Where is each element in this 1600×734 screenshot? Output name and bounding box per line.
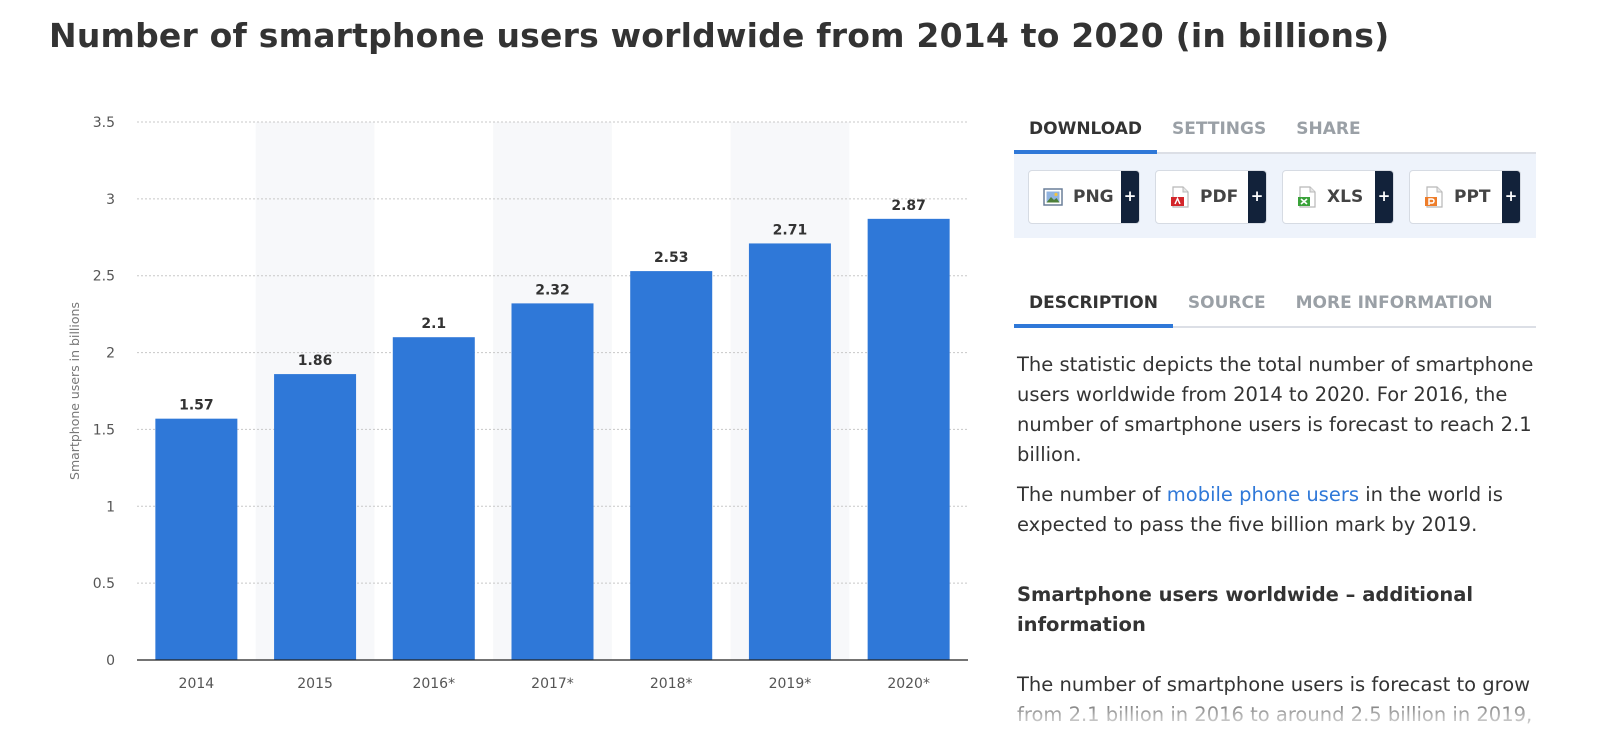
bar <box>392 337 475 660</box>
ppt-file-icon <box>1424 186 1444 208</box>
data-label: 2.32 <box>535 282 570 298</box>
side-panel: DOWNLOAD SETTINGS SHARE PNG + PDF + XLS … <box>1014 100 1536 328</box>
download-png-button[interactable]: PNG + <box>1028 170 1140 224</box>
plus-icon: + <box>1121 171 1139 223</box>
data-label: 2.71 <box>773 222 808 238</box>
page-title: Number of smartphone users worldwide fro… <box>49 16 1390 55</box>
x-tick-label: 2014 <box>179 676 215 692</box>
png-file-icon <box>1043 186 1063 208</box>
x-tick-label: 2015 <box>297 676 333 692</box>
additional-info-heading: Smartphone users worldwide – additional … <box>1017 583 1474 636</box>
bar <box>155 418 238 660</box>
y-tick-label: 0 <box>106 653 115 669</box>
plus-icon: + <box>1502 171 1520 223</box>
y-tick-label: 3 <box>106 192 115 208</box>
data-label: 2.53 <box>654 250 689 266</box>
data-label: 1.86 <box>298 353 333 369</box>
y-tick-label: 0.5 <box>93 576 115 592</box>
bar <box>748 243 831 661</box>
download-pdf-label: PDF <box>1200 187 1239 207</box>
description-text: The statistic depicts the total number o… <box>1017 350 1537 734</box>
x-tick-label: 2017* <box>531 676 574 692</box>
y-tick-label: 1 <box>106 499 115 515</box>
y-tick-label: 1.5 <box>93 422 115 438</box>
plus-icon: + <box>1248 171 1266 223</box>
bar <box>867 218 950 660</box>
y-tick-label: 2.5 <box>93 269 115 285</box>
data-label: 1.57 <box>179 398 214 414</box>
download-options: PNG + PDF + XLS + PPT + <box>1014 154 1536 238</box>
data-label: 2.1 <box>421 316 446 332</box>
description-paragraph: The statistic depicts the total number o… <box>1017 353 1534 466</box>
download-ppt-button[interactable]: PPT + <box>1409 170 1521 224</box>
x-tick-label: 2020* <box>887 676 930 692</box>
tab-settings[interactable]: SETTINGS <box>1172 119 1267 139</box>
download-png-label: PNG <box>1073 187 1114 207</box>
x-tick-label: 2018* <box>650 676 693 692</box>
description-paragraph: The number of smartphone users is foreca… <box>1017 673 1533 726</box>
bar <box>630 271 713 660</box>
x-tick-label: 2016* <box>412 676 455 692</box>
download-xls-label: XLS <box>1327 187 1364 207</box>
mobile-phone-users-link[interactable]: mobile phone users <box>1166 483 1360 506</box>
text-span: The number of <box>1017 483 1167 506</box>
bar <box>511 303 594 660</box>
data-label: 2.87 <box>891 198 926 214</box>
y-tick-label: 2 <box>106 346 115 362</box>
bar <box>274 374 357 660</box>
download-xls-button[interactable]: XLS + <box>1282 170 1394 224</box>
tab-more-information[interactable]: MORE INFORMATION <box>1295 293 1493 313</box>
y-tick-label: 3.5 <box>93 115 115 131</box>
download-ppt-label: PPT <box>1454 187 1491 207</box>
plus-icon: + <box>1375 171 1393 223</box>
tab-description[interactable]: DESCRIPTION <box>1014 274 1173 328</box>
bar-chart: 00.511.522.533.51.5720141.8620152.12016*… <box>67 115 968 692</box>
info-tabs: DESCRIPTION SOURCE MORE INFORMATION <box>1014 274 1536 328</box>
chart-area: 0 0.5 1 1.5 2 2.5 3 3.5 1.57 2014 1.86 2015 2.1 2016*… <box>67 115 968 692</box>
tab-share[interactable]: SHARE <box>1296 119 1361 139</box>
tab-source[interactable]: SOURCE <box>1187 293 1266 313</box>
y-axis-title: Smartphone users in billions <box>67 302 82 480</box>
tab-download[interactable]: DOWNLOAD <box>1014 100 1158 154</box>
x-tick-label: 2019* <box>769 676 812 692</box>
download-tabs: DOWNLOAD SETTINGS SHARE <box>1014 100 1536 154</box>
description-paragraph: The number of mobile phone users in the … <box>1017 480 1537 540</box>
text-span: in the world is expected to pass the fiv… <box>1017 483 1503 536</box>
download-pdf-button[interactable]: PDF + <box>1155 170 1267 224</box>
xls-file-icon <box>1297 186 1317 208</box>
pdf-file-icon <box>1170 186 1190 208</box>
